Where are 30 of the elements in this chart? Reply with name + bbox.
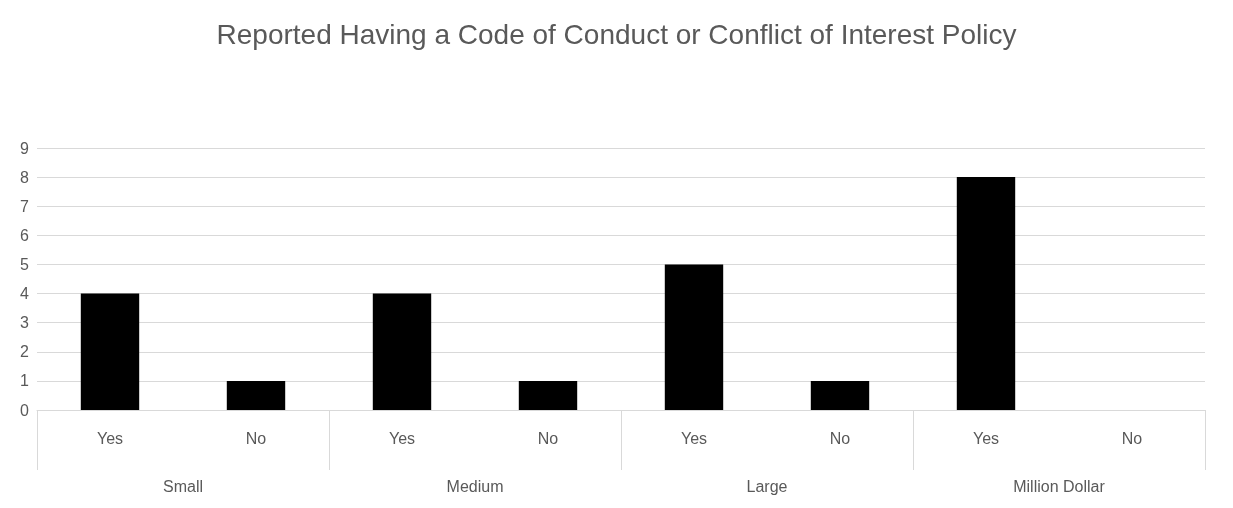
x-tick-label: Yes <box>96 429 124 447</box>
x-tick-label: Yes <box>388 429 416 447</box>
x-tick-label: No <box>537 429 559 447</box>
x-tick-label: Yes <box>972 429 1000 447</box>
text: Million Dollar <box>1013 477 1106 495</box>
bar <box>226 380 286 410</box>
y-tick-label: 7 <box>20 197 30 215</box>
text: Small <box>162 477 204 495</box>
y-tick-label: 0 <box>20 401 30 419</box>
bar <box>372 293 432 410</box>
y-tick-label: 3 <box>20 314 30 332</box>
bar <box>518 380 578 410</box>
y-tick-label: 1 <box>20 372 30 390</box>
y-tick-label: 5 <box>20 255 30 273</box>
bar <box>956 177 1016 410</box>
y-tick-label: 6 <box>20 226 30 244</box>
bar <box>664 264 724 410</box>
text: Medium <box>446 477 504 495</box>
bar <box>810 380 870 410</box>
x-tick-label: No <box>245 429 267 447</box>
y-tick-label: 4 <box>20 285 30 303</box>
x-tick-label: Yes <box>680 429 708 447</box>
bar <box>80 293 140 410</box>
y-tick-label: 8 <box>20 168 30 186</box>
chart-title: Reported Having a Code of Conduct or Conflict of Interest Policy <box>216 18 1017 50</box>
y-tick-label: 9 <box>20 139 30 157</box>
x-tick-label: No <box>829 429 851 447</box>
x-tick-label: No <box>1121 429 1143 447</box>
y-tick-label: 2 <box>20 343 30 361</box>
text: Large <box>746 477 788 495</box>
